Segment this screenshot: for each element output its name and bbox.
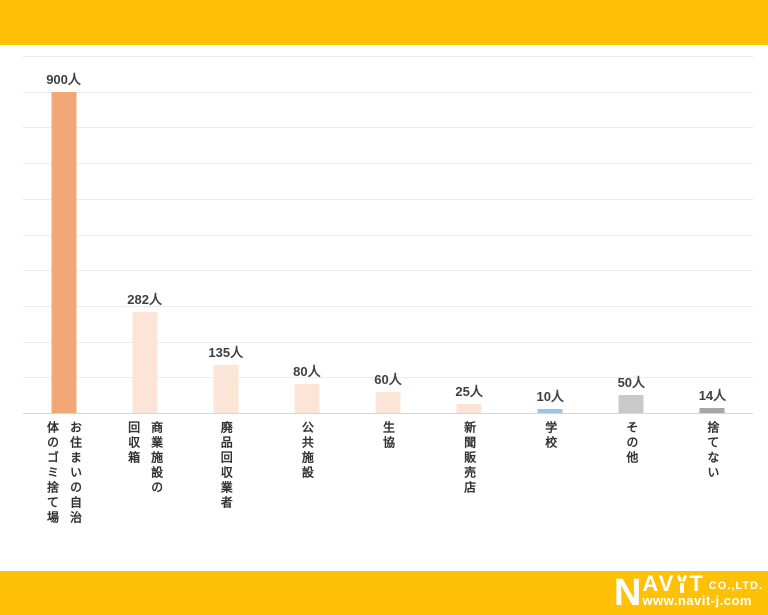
bar-5 [375,392,401,413]
bar-2 [132,312,158,413]
category-label-column: 生協 [381,421,396,451]
bar-cell: 25人 [429,56,510,413]
bar-9 [699,408,725,413]
bar-cell: 900人 [23,56,104,413]
gridline [23,56,753,57]
gridline [23,198,753,200]
bar-cell: 60人 [347,56,428,413]
bar-3 [213,365,239,413]
logo-letter-n: N [613,572,642,614]
logo-website-url: www.navit-j.com [642,593,752,608]
gridline [23,341,753,343]
gridline [23,91,753,93]
gridline [23,163,753,165]
category-label: その他 [591,421,672,571]
header-band [0,0,768,45]
value-label: 900人 [46,72,81,87]
gridline [23,377,753,379]
category-label-column: 新聞販売店 [462,421,477,496]
x-axis-line [23,413,753,414]
category-label-column: 体のゴミ捨て場 [45,421,60,526]
category-label-column: 学校 [543,421,558,451]
bar-cell: 282人 [104,56,185,413]
value-label: 282人 [127,292,163,307]
value-label: 10人 [536,389,564,404]
bar-6 [456,404,482,413]
value-label: 25人 [455,384,483,399]
gridline [23,305,753,307]
footer-band: N AV T CO.,LTD. www.navit-j.com [0,571,768,615]
category-label: 廃品回収業者 [185,421,266,571]
category-label: お住まいの自治 体のゴミ捨て場 [23,421,104,571]
category-label: 生協 [347,421,428,571]
gridline [23,234,753,236]
rabbit-ears-i-icon [677,574,688,593]
logo-letters-av: AV [642,571,676,596]
logo-letter-t: T [689,571,705,596]
category-label-column: 公共施設 [300,421,315,481]
category-label: 商業施設の 回収箱 [104,421,185,571]
bar-cell: 135人 [185,56,266,413]
logo-co-ltd: CO.,LTD. [708,580,763,592]
value-label: 60人 [374,372,402,387]
category-label: 捨てない [672,421,753,571]
bar-cell: 10人 [510,56,591,413]
bar-cell: 80人 [266,56,347,413]
bar-8 [618,395,644,413]
category-axis: お住まいの自治 体のゴミ捨て場 商業施設の 回収箱 廃品回収業者 公共施設 生協 新聞販売店学… [23,421,753,571]
value-label: 80人 [293,364,321,379]
navit-logo: N AV T CO.,LTD. www.navit-j.com [613,571,763,614]
bar-7 [537,409,563,413]
bar-cell: 50人 [591,56,672,413]
value-label: 50人 [617,375,646,390]
value-label: 135人 [208,345,244,360]
bar-cell: 14人 [672,56,753,413]
bar-4 [294,384,320,413]
gridline [23,127,753,129]
category-label: 新聞販売店 [429,421,510,571]
bar-1 [51,92,77,413]
category-label-column: お住まいの自治 [68,421,83,526]
value-label: 14人 [698,388,727,403]
gridline [23,270,753,272]
category-label-column: 商業施設の [149,421,164,496]
plot-area: 900人 282人 135人 80人 60人 25人 10人 50人 14人 [23,56,753,414]
category-label-column: 回収箱 [126,421,141,466]
category-label-column: 捨てない [705,421,720,481]
category-label: 公共施設 [266,421,347,571]
category-label-column: その他 [624,421,639,466]
category-label-column: 廃品回収業者 [219,421,234,511]
category-label: 学校 [510,421,591,571]
